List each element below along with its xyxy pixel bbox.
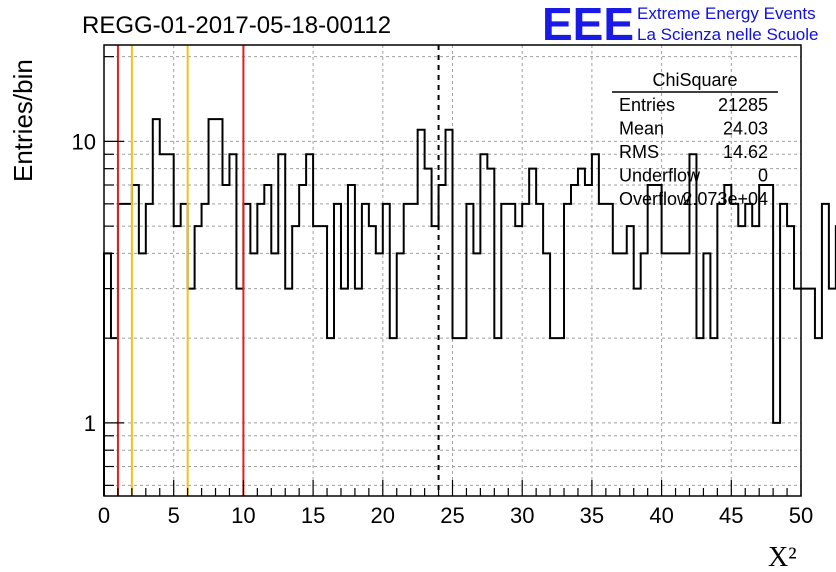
- stats-row-label: Mean: [619, 119, 664, 139]
- marker-lines-layer: [116, 45, 440, 496]
- stats-row-value: 24.03: [723, 119, 768, 139]
- histogram-layer: [103, 118, 836, 496]
- stats-title: ChiSquare: [652, 70, 737, 90]
- stats-box: ChiSquare Entries 21285 Mean 24.03 RMS 14.62 Un…: [612, 70, 778, 209]
- y-axis-title: Entries/bin: [8, 59, 38, 182]
- x-tick-label: 5: [168, 503, 180, 528]
- x-tick-label: 25: [440, 503, 464, 528]
- eee-logo-mark: EEE: [542, 0, 634, 50]
- stats-row-label: Overflow: [619, 189, 691, 209]
- x-axis-title: X²: [768, 542, 797, 572]
- stats-row-label: Underflow: [619, 166, 701, 186]
- histogram-outline: [103, 118, 836, 496]
- x-tick-label: 40: [649, 503, 673, 528]
- x-tick-label: 35: [580, 503, 604, 528]
- stats-row-value: 14.62: [723, 142, 768, 162]
- stats-row-value: 2.073e+04: [682, 189, 768, 209]
- plot-frame-layer: [103, 44, 802, 497]
- logo-line-2: La Scienza nelle Scuole: [637, 25, 818, 44]
- stats-row-value: 0: [758, 166, 768, 186]
- x-tick-label: 45: [719, 503, 743, 528]
- x-tick-label: 10: [231, 503, 255, 528]
- x-tick-label: 50: [789, 503, 813, 528]
- tick-label-layer: 0 5 10 15 20 25 30 35 40 45 50 1 10: [72, 129, 814, 528]
- y-tick-label: 1: [84, 411, 96, 436]
- stats-row-value: 21285: [718, 95, 768, 115]
- logo-line-1: Extreme Energy Events: [637, 4, 816, 23]
- eee-logo: EEE Extreme Energy Events La Scienza nel…: [542, 0, 818, 50]
- chart-title: REGG-01-2017-05-18-00112: [82, 12, 391, 39]
- y-tick-label: 10: [72, 129, 96, 154]
- x-tick-label: 20: [371, 503, 395, 528]
- x-tick-label: 15: [301, 503, 325, 528]
- x-tick-label: 0: [98, 503, 110, 528]
- stats-row-label: Entries: [619, 95, 675, 115]
- x-tick-label: 30: [510, 503, 534, 528]
- stats-row-label: RMS: [619, 142, 659, 162]
